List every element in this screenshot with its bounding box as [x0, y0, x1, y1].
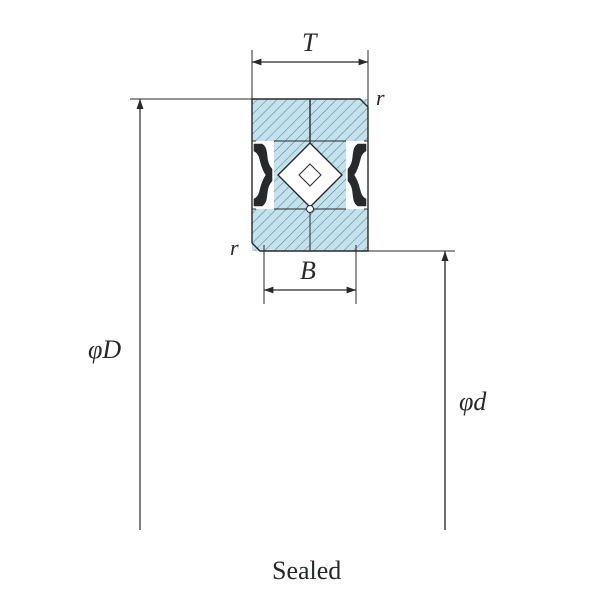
label-phid: φd [459, 387, 486, 417]
label-B: B [300, 256, 316, 286]
label-caption: Sealed [272, 556, 341, 586]
label-r-left: r [230, 235, 239, 261]
label-T: T [302, 28, 316, 58]
bearing-diagram: T r r B φD φd Sealed [0, 0, 600, 600]
diagram-svg [0, 0, 600, 600]
label-phiD: φD [88, 335, 121, 365]
label-r-top: r [376, 85, 385, 111]
